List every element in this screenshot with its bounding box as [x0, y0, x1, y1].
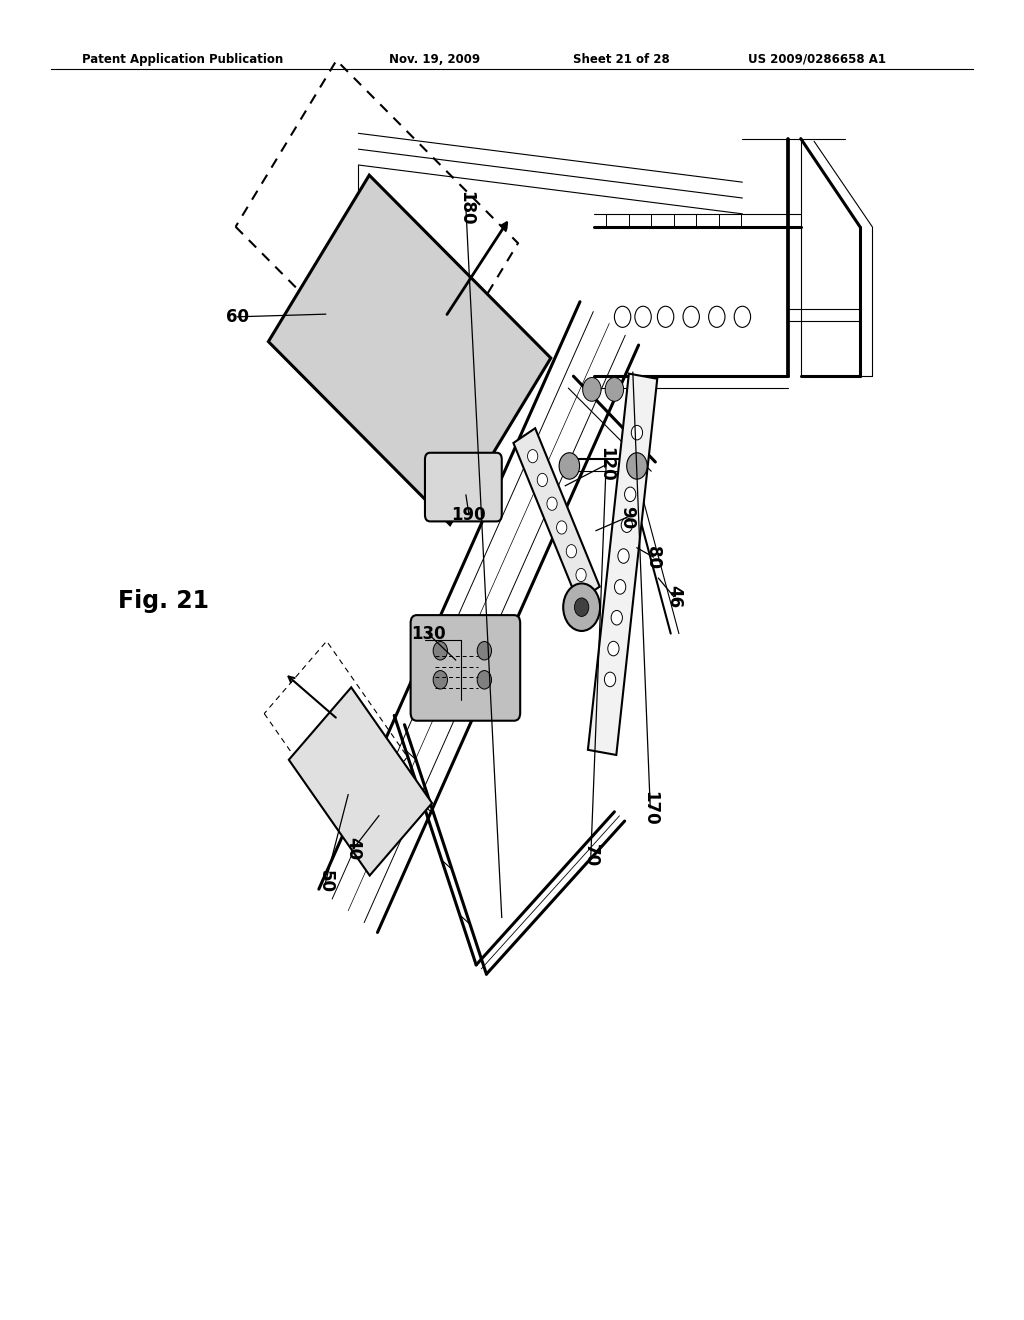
Text: 70: 70	[582, 843, 600, 867]
Circle shape	[547, 498, 557, 511]
Circle shape	[583, 378, 601, 401]
Circle shape	[611, 610, 623, 624]
Circle shape	[608, 642, 620, 656]
Circle shape	[566, 545, 577, 558]
Circle shape	[563, 583, 600, 631]
Text: 46: 46	[665, 585, 683, 609]
Circle shape	[625, 487, 636, 502]
Text: 40: 40	[344, 837, 362, 861]
Polygon shape	[268, 176, 551, 524]
Circle shape	[477, 642, 492, 660]
Text: 170: 170	[641, 791, 659, 825]
Text: Fig. 21: Fig. 21	[118, 589, 209, 612]
Circle shape	[575, 569, 586, 582]
Text: US 2009/0286658 A1: US 2009/0286658 A1	[748, 53, 886, 66]
Circle shape	[614, 579, 626, 594]
Circle shape	[559, 453, 580, 479]
Circle shape	[605, 378, 624, 401]
Circle shape	[617, 549, 629, 564]
Text: Nov. 19, 2009: Nov. 19, 2009	[389, 53, 480, 66]
Circle shape	[628, 457, 639, 471]
Circle shape	[433, 671, 447, 689]
Text: Patent Application Publication: Patent Application Publication	[82, 53, 284, 66]
Circle shape	[538, 474, 548, 487]
Circle shape	[477, 671, 492, 689]
Text: 130: 130	[411, 624, 445, 643]
Circle shape	[627, 453, 647, 479]
Polygon shape	[588, 374, 657, 755]
Text: 190: 190	[452, 506, 486, 524]
Circle shape	[557, 521, 567, 535]
Circle shape	[433, 642, 447, 660]
Text: 50: 50	[316, 870, 335, 894]
Polygon shape	[289, 688, 432, 875]
Circle shape	[631, 425, 643, 440]
Circle shape	[604, 672, 615, 686]
Text: 60: 60	[226, 308, 249, 326]
Text: 90: 90	[617, 506, 636, 529]
Circle shape	[574, 598, 589, 616]
Text: 180: 180	[457, 191, 475, 226]
FancyBboxPatch shape	[411, 615, 520, 721]
Circle shape	[527, 450, 538, 463]
FancyBboxPatch shape	[425, 453, 502, 521]
Text: 120: 120	[597, 447, 615, 482]
Text: Sheet 21 of 28: Sheet 21 of 28	[573, 53, 670, 66]
Circle shape	[622, 517, 633, 532]
Polygon shape	[513, 428, 600, 602]
Text: 80: 80	[644, 545, 663, 569]
